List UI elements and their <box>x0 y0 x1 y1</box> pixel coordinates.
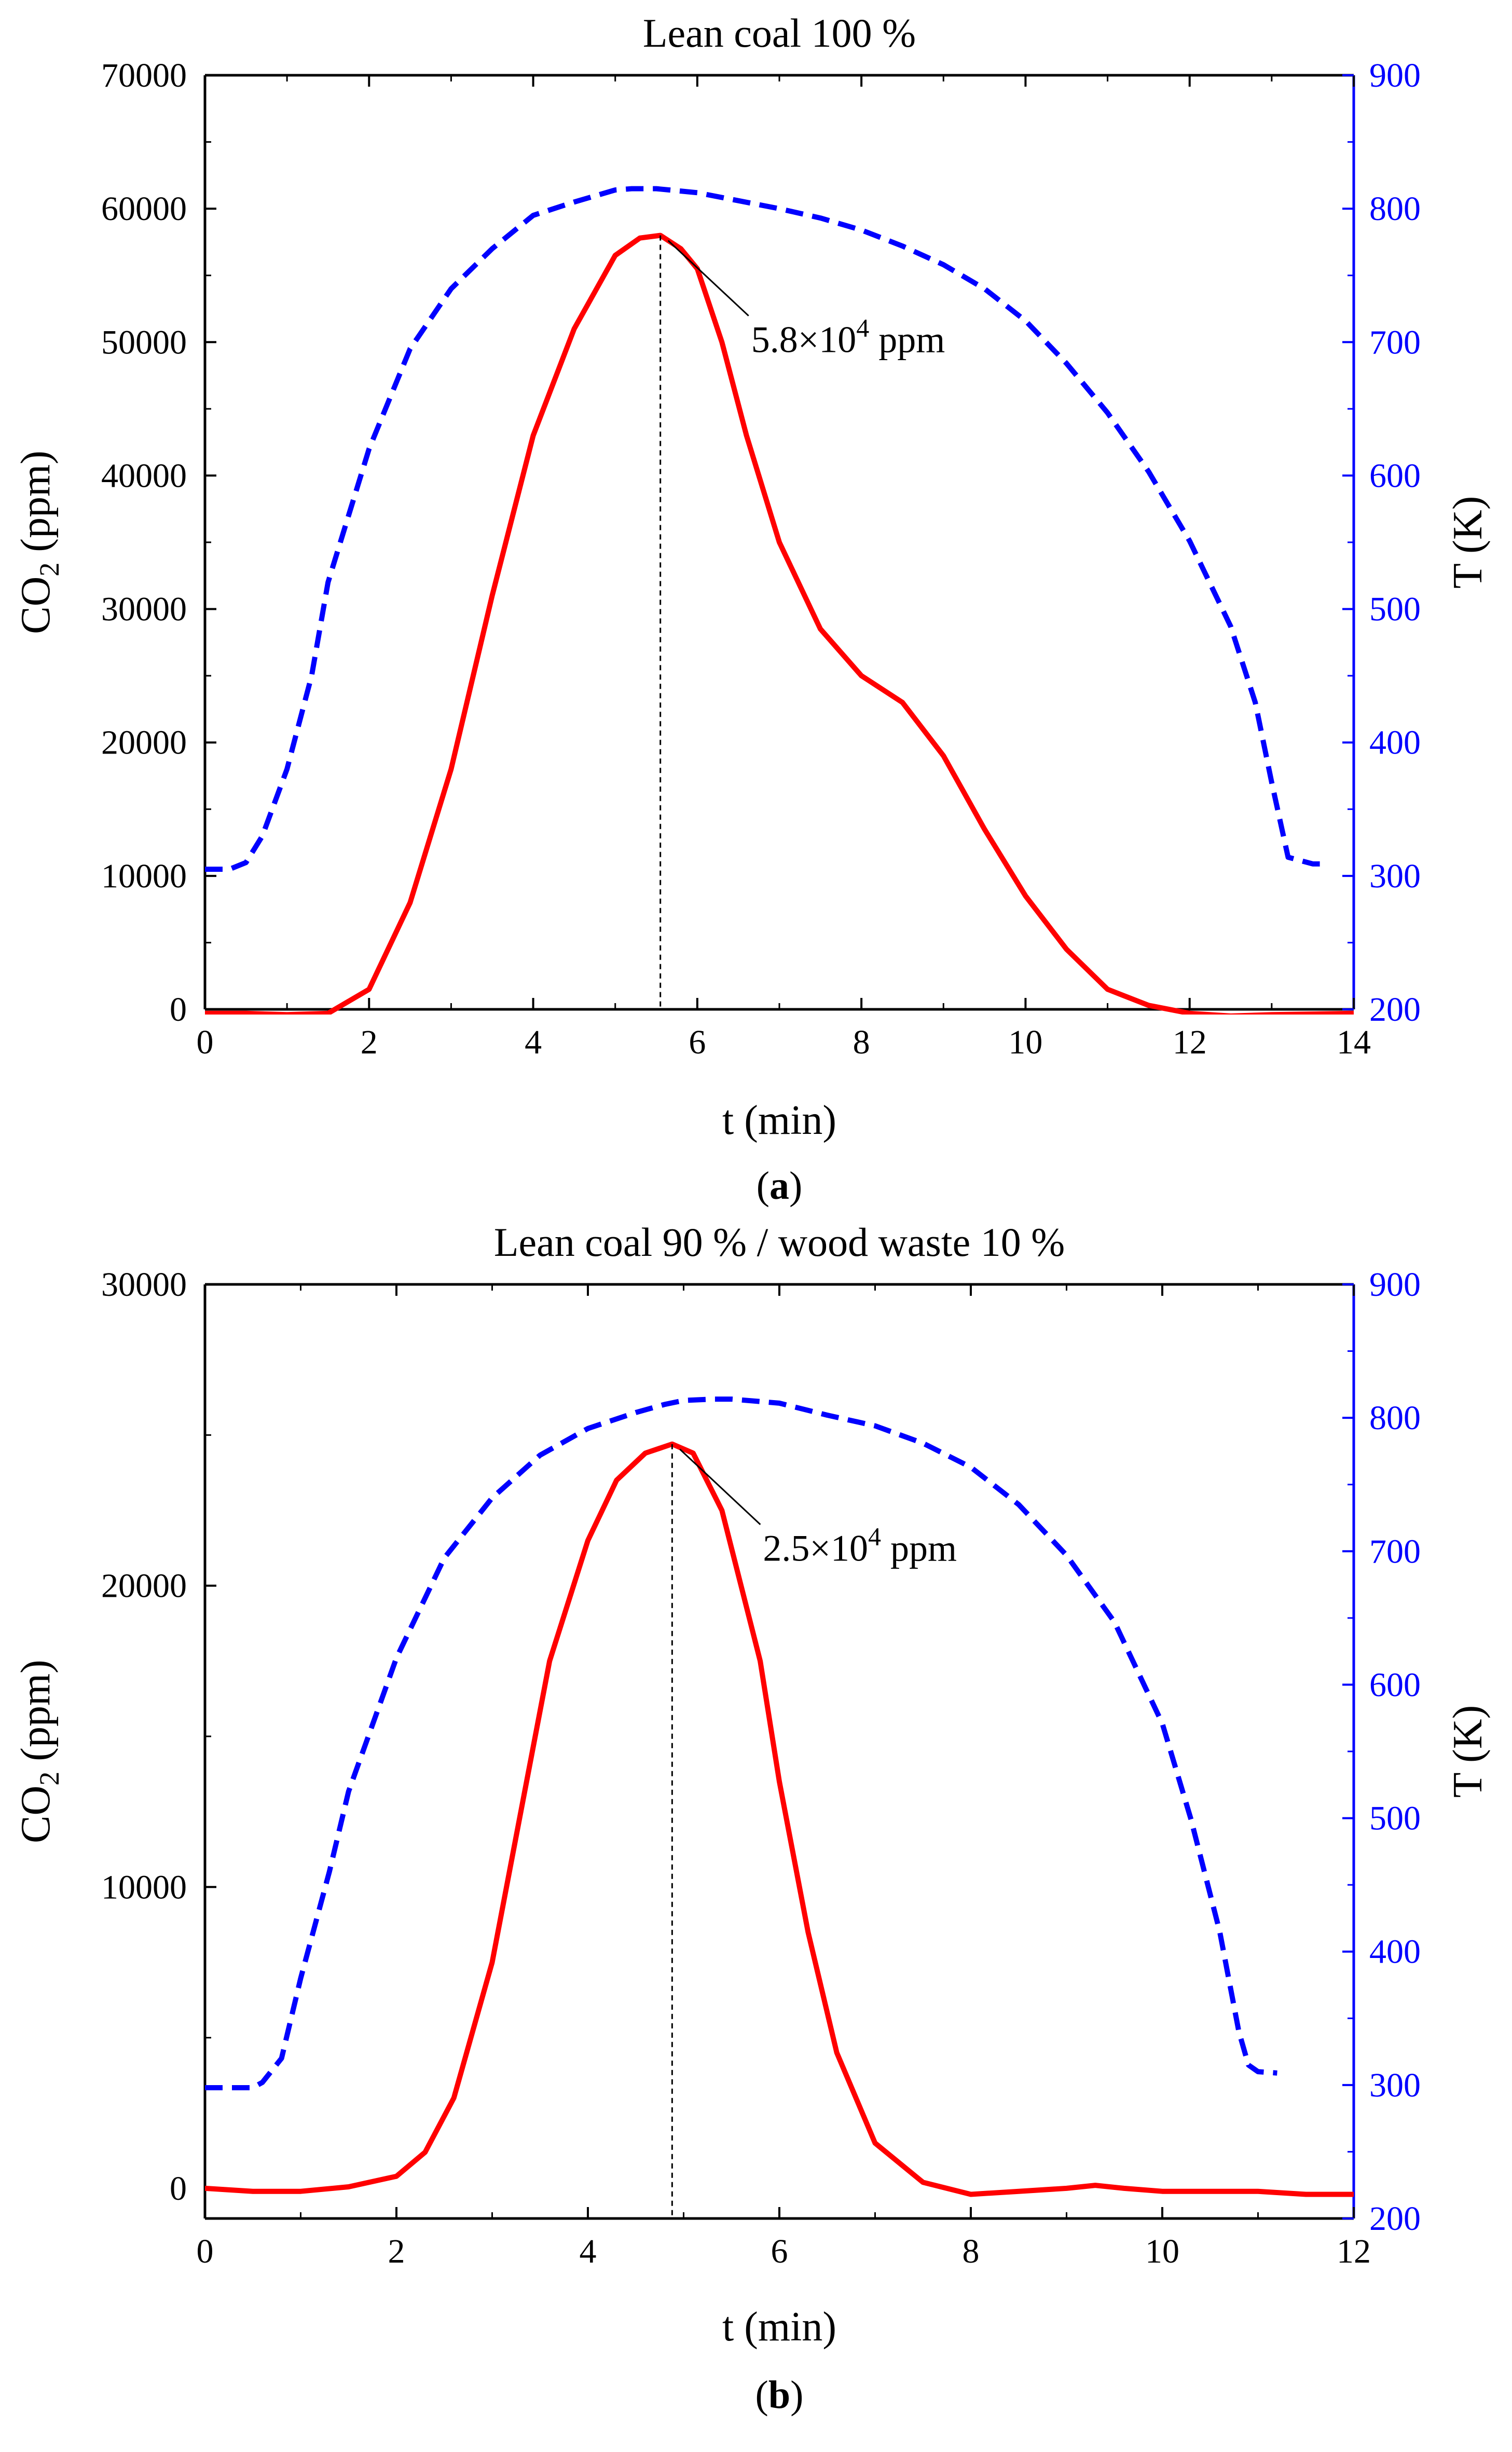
panel-label: (b) <box>755 2373 804 2417</box>
y-right-tick-label: 200 <box>1369 991 1421 1029</box>
y-left-tick-label: 10000 <box>101 857 187 895</box>
co2-series-line <box>205 232 1354 1015</box>
x-tick-label: 14 <box>1337 1023 1371 1061</box>
y-left-tick-label: 40000 <box>101 457 187 495</box>
y-right-tick-label: 800 <box>1369 190 1421 228</box>
y-right-tick-label: 500 <box>1369 591 1421 628</box>
x-tick-label: 8 <box>963 2232 980 2270</box>
y-right-axis-label: T (K) <box>1445 1705 1491 1798</box>
x-tick-label: 0 <box>197 2232 214 2270</box>
x-tick-label: 6 <box>689 1023 706 1061</box>
y-left-tick-label: 20000 <box>101 1567 187 1605</box>
y-left-tick-label: 0 <box>170 991 187 1029</box>
y-right-tick-label: 200 <box>1369 2200 1421 2238</box>
panel-label: (a) <box>757 1164 803 1208</box>
x-tick-label: 10 <box>1145 2232 1179 2270</box>
x-tick-label: 4 <box>580 2232 597 2270</box>
x-axis-label: t (min) <box>722 1098 836 1143</box>
x-tick-label: 12 <box>1337 2232 1371 2270</box>
y-left-tick-label: 10000 <box>101 1868 187 1906</box>
y-left-tick-label: 50000 <box>101 323 187 361</box>
peak-annotation-sup: 4 <box>856 313 869 343</box>
chart-panel-b: Lean coal 90 % / wood waste 10 % 0 2 4 6 8 10 1… <box>13 1220 1491 2417</box>
temperature-series-line <box>205 1396 1277 2090</box>
y-right-tick-label: 300 <box>1369 857 1421 895</box>
y-right-tick-label: 900 <box>1369 1266 1421 1304</box>
peak-annotation: 5.8×104 ppm <box>751 313 945 361</box>
y-right-tick-label: 600 <box>1369 457 1421 495</box>
peak-annotation: 2.5×104 ppm <box>763 1522 957 1569</box>
y-right-tick-label: 700 <box>1369 323 1421 361</box>
x-tick-label: 4 <box>525 1023 542 1061</box>
x-tick-label: 0 <box>197 1023 214 1061</box>
y-left-tick-label: 30000 <box>101 1266 187 1304</box>
y-right-tick-label: 500 <box>1369 1800 1421 1838</box>
y-left-axis-label-main: CO <box>13 577 59 634</box>
chart-title: Lean coal 90 % / wood waste 10 % <box>494 1220 1065 1265</box>
x-tick-label: 2 <box>388 2232 405 2270</box>
y-right-tick-label: 600 <box>1369 1666 1421 1704</box>
chart-title: Lean coal 100 % <box>643 10 916 56</box>
peak-annotation-main: 2.5×10 <box>763 1528 868 1569</box>
y-right-tick-label: 800 <box>1369 1399 1421 1437</box>
peak-leader-line <box>667 240 749 317</box>
temperature-series-line <box>205 186 1329 872</box>
y-right-tick-label: 400 <box>1369 724 1421 762</box>
peak-annotation-unit: ppm <box>881 1528 957 1569</box>
chart-panel-a: Lean coal 100 % 0 2 4 6 8 10 12 14 0 10000 20000 300… <box>13 10 1491 1208</box>
x-axis-label: t (min) <box>722 2304 836 2350</box>
y-left-tick-label: 30000 <box>101 591 187 628</box>
y-right-tick-label: 400 <box>1369 1933 1421 1971</box>
y-left-axis-label: CO2 (ppm) <box>13 1660 65 1843</box>
x-tick-label: 2 <box>361 1023 378 1061</box>
x-tick-label: 10 <box>1008 1023 1042 1061</box>
y-left-axis-label-main: CO <box>13 1786 59 1843</box>
y-left-axis-label: CO2 (ppm) <box>13 450 65 634</box>
x-tick-label: 8 <box>853 1023 870 1061</box>
x-tick-label: 12 <box>1173 1023 1207 1061</box>
y-right-tick-label: 300 <box>1369 2066 1421 2104</box>
y-left-axis-label-unit: (ppm) <box>13 450 59 563</box>
peak-annotation-main: 5.8×10 <box>751 319 857 361</box>
y-right-axis-label: T (K) <box>1445 496 1491 588</box>
y-right-tick-label: 700 <box>1369 1532 1421 1570</box>
y-left-tick-label: 20000 <box>101 724 187 762</box>
y-left-tick-label: 70000 <box>101 57 187 94</box>
y-right-tick-label: 900 <box>1369 57 1421 94</box>
peak-annotation-sup: 4 <box>868 1522 881 1551</box>
peak-leader-line <box>679 1448 761 1525</box>
co2-series-line <box>205 1441 1354 2197</box>
y-left-axis-label-sub: 2 <box>34 563 65 577</box>
x-tick-label: 6 <box>771 2232 788 2270</box>
y-left-axis-label-unit: (ppm) <box>13 1660 59 1772</box>
y-left-tick-label: 0 <box>170 2170 187 2208</box>
peak-annotation-unit: ppm <box>869 319 945 361</box>
y-left-tick-label: 60000 <box>101 190 187 228</box>
y-left-axis-label-sub: 2 <box>34 1772 65 1786</box>
